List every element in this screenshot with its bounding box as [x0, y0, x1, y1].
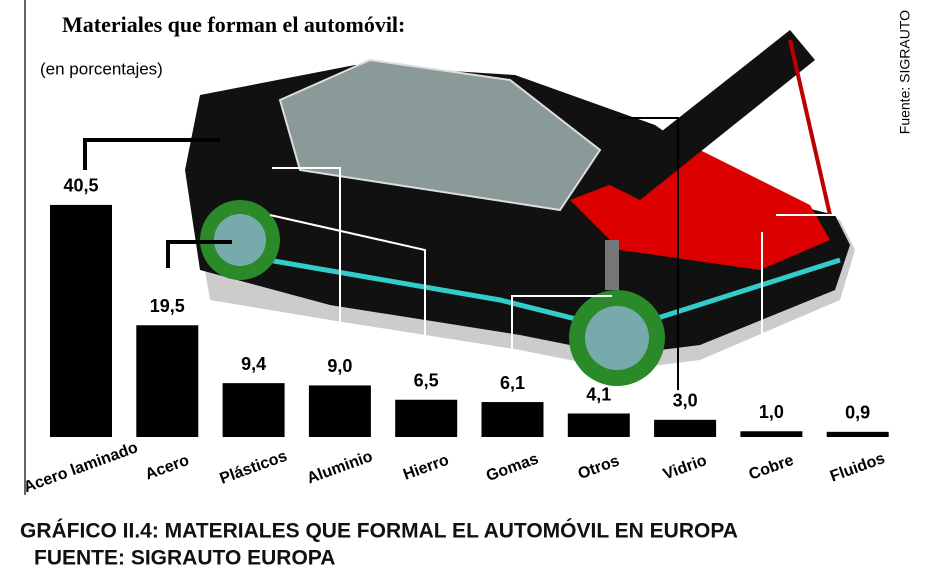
x-tick-label: Acero	[143, 452, 192, 484]
value-label: 4,1	[586, 384, 611, 404]
x-tick-label: Otros	[576, 452, 622, 483]
bar	[481, 402, 544, 437]
value-label: 19,5	[150, 296, 185, 316]
value-label: 6,1	[500, 373, 525, 393]
caption: FUENTE: SIGRAUTO EUROPA	[34, 547, 335, 570]
car-illustration	[83, 30, 855, 400]
bar	[740, 431, 803, 437]
value-label: 9,0	[327, 356, 352, 376]
x-tick-label: Fluidos	[828, 450, 887, 485]
bar	[654, 419, 717, 437]
x-tick-label: Aluminio	[305, 448, 375, 487]
x-tick-label: Hierro	[401, 452, 451, 484]
x-tick-label: Plásticos	[218, 448, 290, 488]
chart-title: Materiales que forman el automóvil:	[62, 12, 405, 37]
bar	[826, 431, 889, 437]
bar	[222, 383, 285, 437]
bar	[567, 413, 630, 437]
x-tick-label: Acero laminado	[22, 439, 141, 496]
bar	[395, 399, 458, 437]
value-label: 1,0	[759, 402, 784, 422]
value-label: 40,5	[63, 176, 98, 196]
caption: GRÁFICO II.4: MATERIALES QUE FORMAL EL A…	[20, 519, 738, 543]
value-label: 9,4	[241, 354, 266, 374]
chart-subtitle: (en porcentajes)	[40, 59, 163, 78]
value-label: 3,0	[673, 391, 698, 411]
value-label: 6,5	[414, 371, 439, 391]
x-tick-label: Cobre	[747, 452, 796, 484]
bar	[308, 385, 371, 437]
value-label: 0,9	[845, 403, 870, 423]
x-tick-label: Gomas	[484, 450, 541, 485]
source-note: Fuente: SIGRAUTO	[897, 10, 913, 134]
bar	[50, 204, 112, 437]
bar	[136, 325, 199, 437]
x-tick-label: Vidrio	[661, 452, 709, 483]
